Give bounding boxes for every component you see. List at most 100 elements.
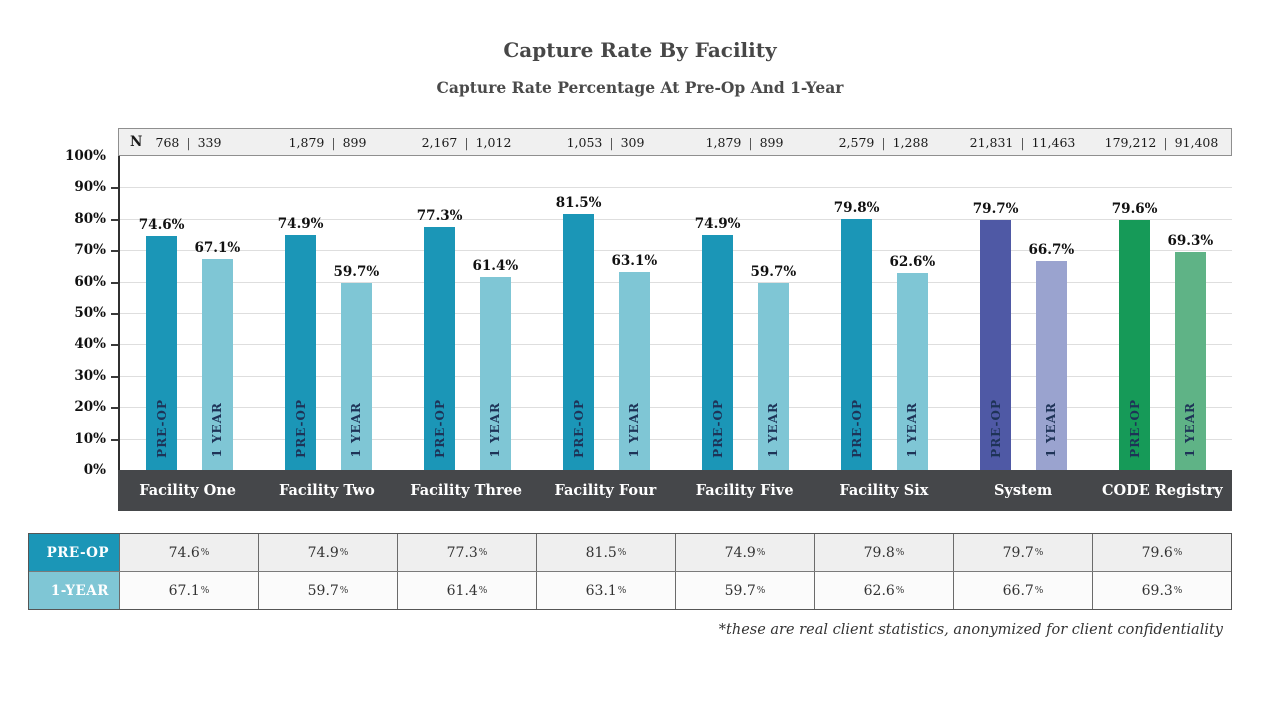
bar-inner-label: 1 YEAR — [349, 402, 364, 458]
y-axis-tick — [111, 219, 118, 221]
n-pre-op: 1,053 — [566, 134, 603, 150]
bar-inner-label: 1 YEAR — [1044, 402, 1059, 458]
one-year-bar-wrap: 62.6% 1 YEAR — [890, 156, 935, 470]
pre-op-bar-wrap: 79.8% PRE-OP — [834, 156, 880, 470]
pre-op-bar-wrap: 79.7% PRE-OP — [973, 156, 1019, 470]
bar-inner-label: 1 YEAR — [210, 402, 225, 458]
pre-op-bar: PRE-OP — [1119, 220, 1151, 470]
summary-table: PRE-OP 74.6% 74.9% 77.3% 81.5% 74.9% 79.… — [28, 533, 1232, 610]
pre-op-bar-wrap: 74.9% PRE-OP — [695, 156, 741, 470]
row-header-pre-op: PRE-OP — [29, 534, 119, 571]
n-one-year: 309 — [620, 134, 645, 150]
n-pre-op: 1,879 — [288, 134, 325, 150]
n-value-facility-one: 768 | 339 — [119, 135, 258, 150]
table-cell: 74.6% — [119, 534, 258, 571]
group-facility-two: 74.9% PRE-OP 59.7% 1 YEAR — [259, 156, 398, 470]
n-divider: | — [881, 134, 886, 150]
y-axis-label: 40% — [74, 336, 106, 352]
n-one-year: 339 — [197, 134, 222, 150]
y-axis-label: 50% — [74, 305, 106, 321]
gridline — [120, 376, 1232, 377]
one-year-bar-wrap: 69.3% 1 YEAR — [1168, 156, 1213, 470]
n-one-year: 1,288 — [892, 134, 929, 150]
one-year-bar: 1 YEAR — [479, 277, 511, 470]
bar-value-label: 66.7% — [1028, 241, 1075, 258]
n-divider: | — [186, 134, 191, 150]
pre-op-bar: PRE-OP — [146, 235, 178, 470]
one-year-bar-wrap: 66.7% 1 YEAR — [1028, 156, 1075, 470]
bar-value-label: 59.7% — [750, 263, 797, 280]
pre-op-bar-wrap: 77.3% PRE-OP — [417, 156, 463, 470]
bar-value-label: 81.5% — [555, 195, 602, 212]
bar-value-label: 74.9% — [694, 215, 741, 232]
one-year-bar: 1 YEAR — [340, 282, 372, 470]
x-axis-label-facility-one: Facility One — [139, 482, 237, 499]
table-cell: 79.7% — [953, 534, 1092, 571]
one-year-bar-wrap: 63.1% 1 YEAR — [612, 156, 657, 470]
group-facility-five: 74.9% PRE-OP 59.7% 1 YEAR — [676, 156, 815, 470]
n-value-facility-five: 1,879 | 899 — [675, 135, 814, 150]
table-cell: 81.5% — [536, 534, 675, 571]
table-cell: 62.6% — [814, 572, 953, 609]
bar-value-label: 74.6% — [138, 216, 185, 233]
x-axis-label-facility-two: Facility Two — [278, 482, 375, 499]
y-axis-tick — [111, 250, 118, 252]
x-axis-label-code-registry: CODE Registry — [1102, 482, 1223, 499]
chart-subtitle: Capture Rate Percentage At Pre-Op And 1-… — [436, 78, 844, 97]
gridline — [120, 250, 1232, 251]
bar-inner-label: PRE-OP — [293, 399, 308, 458]
y-axis-tick — [111, 187, 118, 189]
bar-inner-label: PRE-OP — [154, 399, 169, 458]
group-facility-six: 79.8% PRE-OP 62.6% 1 YEAR — [815, 156, 954, 470]
y-axis-label: 70% — [74, 242, 106, 258]
n-divider: | — [609, 134, 614, 150]
y-axis-tick — [111, 344, 118, 346]
gridline — [120, 187, 1232, 188]
bar-value-label: 77.3% — [416, 208, 463, 225]
bar-inner-label: PRE-OP — [432, 399, 447, 458]
gridline — [120, 282, 1232, 283]
gridline — [120, 439, 1232, 440]
one-year-bar: 1 YEAR — [757, 282, 789, 470]
table-cell: 67.1% — [119, 572, 258, 609]
n-value-facility-two: 1,879 | 899 — [258, 135, 397, 150]
y-axis-label: 100% — [64, 148, 106, 164]
n-value-code-registry: 179,212 | 91,408 — [1092, 135, 1231, 150]
x-axis-label-facility-three: Facility Three — [410, 482, 523, 499]
n-pre-op: 1,879 — [705, 134, 742, 150]
bar-inner-label: PRE-OP — [1127, 399, 1142, 458]
bar-groups: 74.6% PRE-OP 67.1% 1 YEAR 74.9% PRE-OP 5… — [120, 156, 1232, 470]
x-axis-band: Facility One Facility Two Facility Three… — [118, 470, 1232, 511]
bar-inner-label: PRE-OP — [849, 399, 864, 458]
pre-op-bar: PRE-OP — [285, 234, 317, 470]
bar-inner-label: 1 YEAR — [905, 402, 920, 458]
y-axis-tick — [111, 313, 118, 315]
pre-op-bar-wrap: 81.5% PRE-OP — [556, 156, 602, 470]
x-axis-label-facility-six: Facility Six — [839, 482, 929, 499]
bar-inner-label: 1 YEAR — [1183, 402, 1198, 458]
bar-inner-label: 1 YEAR — [488, 402, 503, 458]
y-axis-label: 20% — [74, 399, 106, 415]
n-one-year: 11,463 — [1031, 134, 1076, 150]
bar-chart: N 768 | 339 1,879 | 899 2,167 | 1,012 1,053 | 30… — [118, 128, 1232, 511]
n-divider: | — [1020, 134, 1025, 150]
y-axis-tick — [111, 376, 118, 378]
bar-inner-label: PRE-OP — [988, 399, 1003, 458]
pre-op-bar: PRE-OP — [702, 234, 734, 470]
bar-inner-label: 1 YEAR — [627, 402, 642, 458]
bar-value-label: 74.9% — [277, 215, 324, 232]
y-axis-tick — [111, 282, 118, 284]
one-year-bar: 1 YEAR — [896, 273, 928, 470]
gridline — [120, 407, 1232, 408]
n-pre-op: 768 — [155, 134, 180, 150]
table-cell: 61.4% — [397, 572, 536, 609]
gridline — [120, 313, 1232, 314]
bar-inner-label: PRE-OP — [571, 399, 586, 458]
footnote: *these are real client statistics, anony… — [718, 622, 1223, 638]
bar-inner-label: PRE-OP — [710, 399, 725, 458]
group-facility-four: 81.5% PRE-OP 63.1% 1 YEAR — [537, 156, 676, 470]
n-one-year: 899 — [759, 134, 784, 150]
n-row: N 768 | 339 1,879 | 899 2,167 | 1,012 1,053 | 30… — [118, 128, 1232, 156]
table-row-one-year: 1-YEAR 67.1% 59.7% 61.4% 63.1% 59.7% 62.… — [29, 571, 1231, 609]
